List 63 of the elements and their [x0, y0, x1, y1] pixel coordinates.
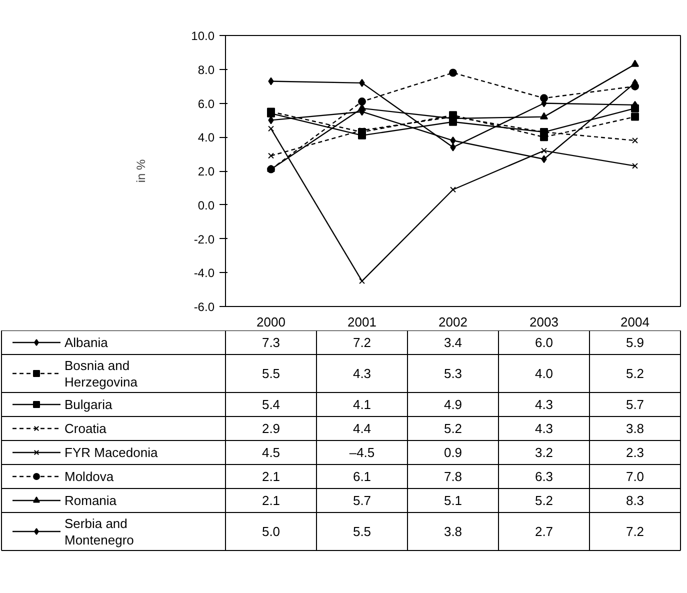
data-label: 5.7 [352, 493, 372, 508]
data-label: 7.2 [352, 335, 372, 350]
y-tick-label: -6.0 [194, 300, 215, 314]
data-label: 6.3 [534, 469, 554, 484]
data-label: 4.5 [262, 445, 280, 460]
legend-label: Croatia [64, 421, 108, 436]
data-label: 7.3 [262, 335, 280, 350]
data-label: 5.1 [444, 493, 462, 508]
data-label: 2.7 [534, 524, 554, 539]
y-tick-label: 0.0 [198, 198, 215, 212]
x-tick-label: 2001 [348, 314, 376, 330]
data-label: 2.1 [262, 469, 280, 484]
data-label: 4.9 [444, 397, 462, 412]
data-label: 5.2 [534, 493, 554, 508]
data-label: 7.2 [626, 524, 644, 539]
legend-label: Bosnia and Herzegovina [64, 358, 138, 390]
data-label: 4.4 [352, 421, 372, 436]
legend-label: Albania [64, 335, 109, 350]
y-tick-label: -4.0 [194, 266, 215, 280]
x-tick-label: 2004 [620, 314, 650, 330]
legend-label: Serbia and Montenegro [64, 516, 134, 548]
x-tick-label: 2003 [530, 314, 558, 330]
data-label: 5.3 [444, 366, 462, 381]
data-label: 3.8 [626, 421, 644, 436]
y-tick-label: 4.0 [198, 130, 215, 145]
x-tick-label: 2002 [438, 314, 468, 330]
data-label: 4.3 [352, 366, 372, 381]
data-label: 5.5 [262, 366, 280, 381]
data-label: 3.2 [534, 445, 554, 460]
data-label: 5.9 [626, 335, 644, 350]
data-label: 6.1 [352, 469, 372, 484]
data-label: 5.2 [444, 421, 462, 436]
data-label: 2.3 [626, 445, 644, 460]
data-label: 0.9 [444, 445, 462, 460]
data-label: 5.0 [262, 524, 280, 539]
data-label: 7.0 [626, 469, 644, 484]
y-tick-label: 10.0 [191, 29, 215, 43]
data-label: 6.0 [534, 335, 554, 350]
y-tick-label: -2.0 [194, 232, 215, 246]
legend-label: Bulgaria [64, 397, 113, 412]
legend-label: Romania [64, 493, 118, 508]
data-label: 3.4 [444, 335, 462, 350]
data-label: 2.1 [262, 493, 280, 508]
y-tick-label: 8.0 [198, 62, 215, 77]
legend-label: FYR Macedonia [64, 445, 158, 460]
data-label: 4.3 [534, 397, 554, 412]
data-label: 4.3 [534, 421, 554, 436]
data-label: 2.9 [262, 421, 280, 436]
data-label: 5.5 [352, 524, 372, 539]
data-label: 4.1 [352, 397, 372, 412]
data-label: 5.7 [626, 397, 644, 412]
data-label: 5.4 [262, 397, 280, 412]
y-axis-title: in % [134, 159, 148, 183]
data-label: 5.2 [626, 366, 644, 381]
data-label: 3.8 [444, 524, 462, 539]
data-label: 7.8 [444, 469, 462, 484]
y-tick-label: 2.0 [198, 164, 215, 178]
data-label: 8.3 [626, 493, 644, 508]
y-tick-label: 6.0 [198, 96, 215, 111]
x-tick-label: 2000 [256, 314, 286, 330]
legend-label: Moldova [64, 469, 114, 484]
data-label: 4.0 [534, 366, 554, 381]
data-label: –4.5 [349, 445, 375, 460]
